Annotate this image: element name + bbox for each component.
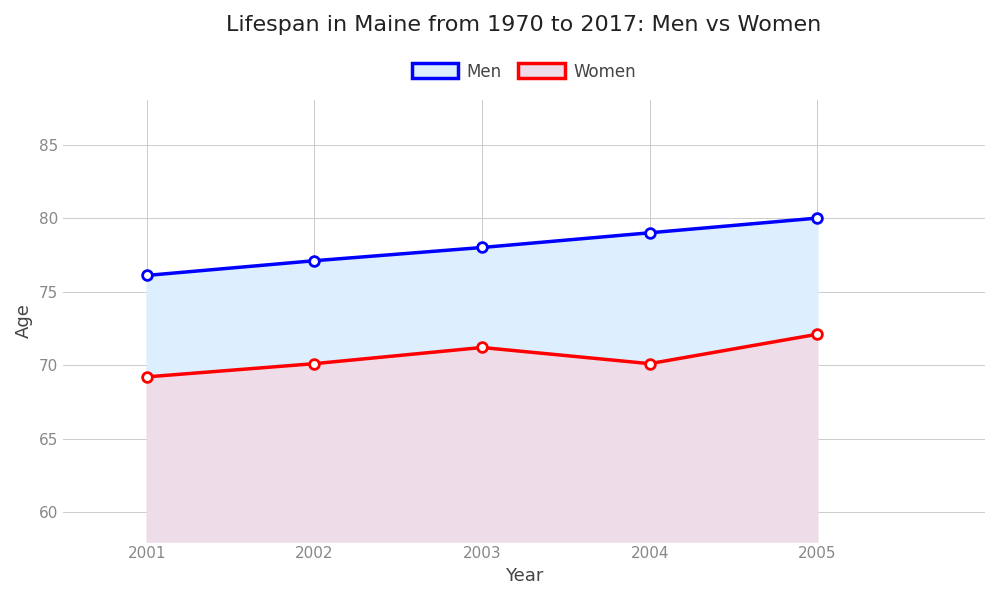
Legend: Men, Women: Men, Women bbox=[405, 56, 643, 87]
X-axis label: Year: Year bbox=[505, 567, 543, 585]
Y-axis label: Age: Age bbox=[15, 304, 33, 338]
Title: Lifespan in Maine from 1970 to 2017: Men vs Women: Lifespan in Maine from 1970 to 2017: Men… bbox=[226, 15, 822, 35]
